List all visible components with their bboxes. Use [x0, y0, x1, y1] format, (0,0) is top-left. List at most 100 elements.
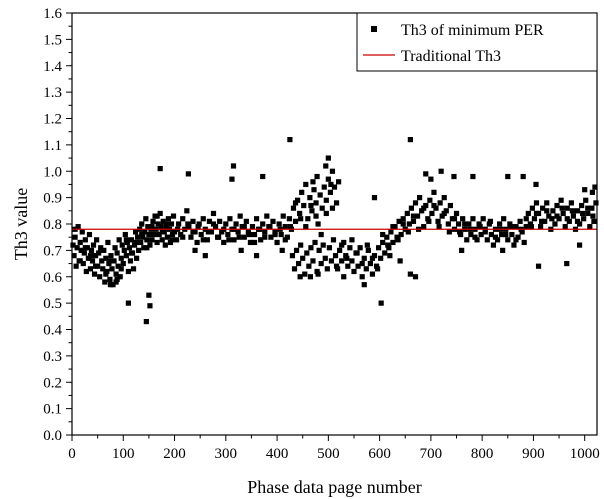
data-point — [100, 266, 106, 272]
data-point — [387, 253, 393, 259]
data-point — [408, 205, 414, 211]
data-point — [225, 231, 231, 238]
data-point — [324, 266, 330, 272]
data-point — [445, 221, 451, 227]
data-point — [549, 216, 555, 222]
data-point — [144, 245, 150, 251]
data-point — [154, 213, 160, 219]
data-point — [488, 231, 494, 238]
data-point — [184, 208, 190, 214]
data-point — [515, 234, 521, 240]
data-point — [287, 137, 293, 143]
y-tick-label: 0.1 — [43, 402, 62, 418]
data-point — [327, 189, 333, 195]
data-point — [130, 266, 137, 272]
data-point — [503, 231, 509, 238]
data-point — [435, 218, 441, 224]
data-point — [106, 260, 112, 267]
data-point — [155, 221, 161, 227]
data-point — [219, 229, 225, 235]
data-point — [227, 216, 233, 222]
data-point — [447, 202, 453, 209]
data-point — [336, 179, 342, 185]
x-tick-label: 200 — [163, 446, 186, 462]
data-point — [73, 263, 79, 269]
data-point — [99, 258, 105, 264]
data-point — [436, 224, 442, 230]
data-point — [226, 237, 232, 243]
data-point — [164, 221, 170, 227]
y-tick-label: 1.6 — [43, 6, 62, 22]
data-point — [453, 210, 460, 217]
data-point — [414, 213, 421, 219]
data-point — [217, 218, 223, 224]
data-point — [91, 271, 98, 277]
data-point — [115, 263, 121, 269]
data-point — [97, 274, 103, 280]
data-point — [317, 192, 323, 198]
data-point — [223, 221, 229, 227]
data-point — [380, 239, 386, 246]
data-point — [405, 229, 411, 235]
data-point — [221, 239, 227, 246]
data-point — [564, 260, 570, 267]
data-point — [128, 237, 135, 243]
y-tick-label: 1.2 — [43, 112, 62, 128]
data-point — [533, 200, 540, 206]
data-point — [125, 268, 131, 275]
data-point — [241, 234, 247, 240]
data-point — [108, 253, 114, 259]
data-point — [204, 237, 210, 243]
data-point — [380, 231, 386, 238]
data-point — [101, 247, 107, 253]
data-point — [186, 224, 192, 230]
data-point — [468, 231, 474, 238]
data-point — [508, 224, 514, 230]
data-point — [523, 224, 529, 230]
data-point — [328, 181, 334, 188]
data-point — [359, 260, 365, 267]
data-point — [243, 218, 249, 224]
data-point — [173, 237, 180, 243]
y-tick-label: 1.0 — [43, 164, 62, 180]
data-point — [509, 231, 515, 238]
data-point — [314, 173, 320, 180]
data-point — [132, 229, 139, 235]
data-point — [292, 200, 299, 206]
data-point — [118, 266, 124, 272]
data-point — [443, 208, 449, 214]
data-point — [198, 231, 204, 238]
data-point — [591, 218, 597, 224]
data-point — [396, 218, 402, 224]
data-point — [118, 255, 124, 261]
data-point — [531, 216, 538, 222]
data-point — [167, 239, 174, 246]
data-point — [190, 218, 196, 224]
data-point — [149, 224, 155, 230]
data-point — [147, 303, 153, 309]
data-point — [484, 237, 490, 243]
data-point — [98, 245, 104, 251]
data-point — [441, 210, 447, 217]
data-point — [310, 258, 316, 264]
data-point — [158, 224, 164, 230]
data-point — [96, 250, 102, 256]
data-point — [114, 276, 120, 282]
data-point — [279, 247, 285, 253]
data-point — [126, 245, 133, 251]
data-point — [200, 216, 206, 222]
data-point — [280, 213, 286, 219]
data-point — [74, 245, 80, 251]
data-point — [231, 237, 237, 243]
data-point — [160, 218, 166, 224]
y-tick-label: 0.9 — [43, 191, 62, 207]
data-point — [337, 247, 343, 253]
data-point — [109, 266, 115, 272]
data-point — [92, 253, 99, 259]
y-tick-label: 1.1 — [43, 138, 62, 154]
data-point — [566, 218, 572, 224]
data-point — [297, 274, 303, 280]
data-point — [169, 231, 176, 238]
data-point — [525, 210, 531, 217]
